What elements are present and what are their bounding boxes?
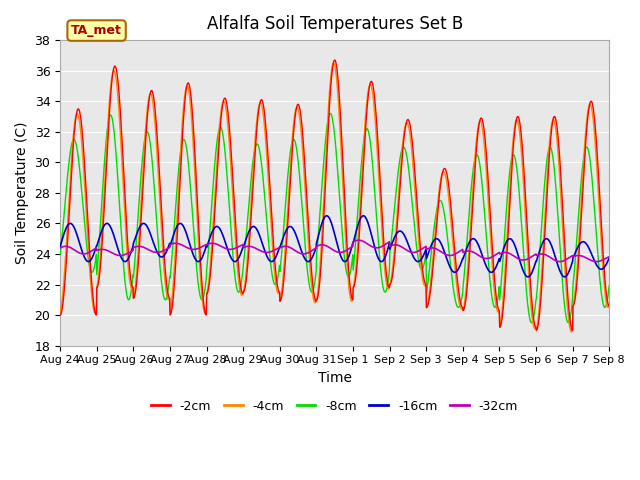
Y-axis label: Soil Temperature (C): Soil Temperature (C) [15, 121, 29, 264]
Text: TA_met: TA_met [71, 24, 122, 37]
Title: Alfalfa Soil Temperatures Set B: Alfalfa Soil Temperatures Set B [207, 15, 463, 33]
Legend: -2cm, -4cm, -8cm, -16cm, -32cm: -2cm, -4cm, -8cm, -16cm, -32cm [146, 395, 524, 418]
X-axis label: Time: Time [317, 371, 351, 385]
